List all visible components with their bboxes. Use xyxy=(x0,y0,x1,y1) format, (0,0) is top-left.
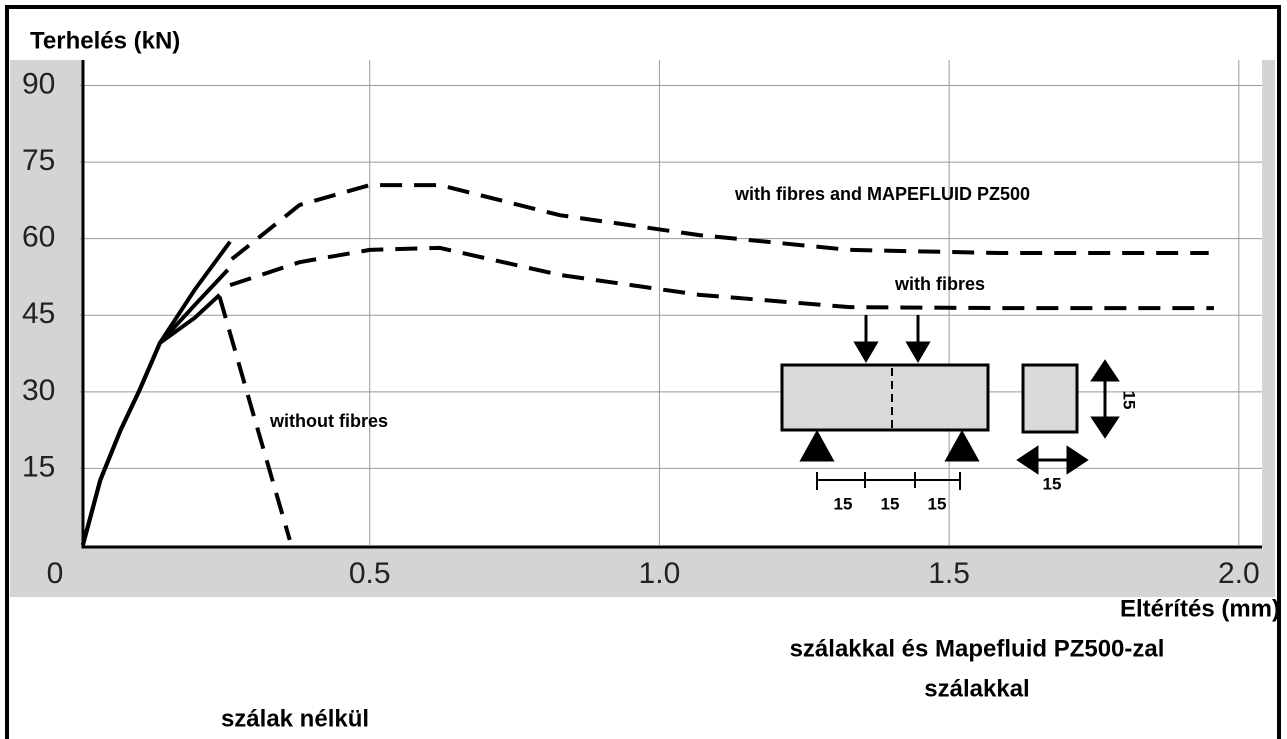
inset-diagram xyxy=(780,315,1120,490)
inset-label: 15 xyxy=(1120,391,1139,410)
chart-title: Terhelés (kN) xyxy=(30,27,180,54)
dashed-line xyxy=(217,296,292,541)
solid-line xyxy=(80,293,221,546)
support xyxy=(944,429,980,462)
right-band xyxy=(1262,60,1275,547)
x-tick-label: 2.0 xyxy=(1218,557,1260,590)
x-axis-band xyxy=(10,547,1275,597)
note: szálak nélkül xyxy=(221,705,369,732)
solid-line xyxy=(80,240,232,546)
beam xyxy=(780,363,990,432)
x-tick-label: 0 xyxy=(47,557,64,590)
load-arrow-head xyxy=(905,341,931,363)
x-tick-label: 1.0 xyxy=(639,557,681,590)
dashed-line xyxy=(230,183,1209,261)
arrow-head xyxy=(1090,359,1120,382)
note: szálakkal xyxy=(924,675,1029,702)
frame xyxy=(5,5,1281,739)
y-axis-band xyxy=(10,60,83,547)
note: szálakkal és Mapefluid PZ500-zal xyxy=(790,635,1165,662)
plot: 15 30 45 60 75 90 0 0.5 1.0 1.5 2.0 with fibres and… xyxy=(22,60,1262,590)
y-tick-label: 60 xyxy=(22,221,55,254)
axes xyxy=(81,60,1262,549)
cross-section xyxy=(1021,363,1079,434)
y-tick-label: 90 xyxy=(22,67,55,100)
y-tick-label: 15 xyxy=(22,450,55,483)
inset-label: 15 xyxy=(928,494,947,513)
arrow-head xyxy=(1090,416,1120,439)
load-arrow-head xyxy=(853,341,879,363)
x-axis-label: Eltérítés (mm) xyxy=(1120,595,1280,622)
arrow-head xyxy=(1066,445,1089,475)
x-tick-label: 0.5 xyxy=(349,557,391,590)
support xyxy=(799,429,835,462)
series-label: with fibres and MAPEFLUID PZ500 xyxy=(734,184,1030,204)
solid-line xyxy=(80,268,230,546)
inset-label: 15 xyxy=(834,494,853,513)
dimension-line xyxy=(816,472,961,490)
series-label: without fibres xyxy=(269,411,388,431)
series-label: with fibres xyxy=(894,274,985,294)
arrow-head xyxy=(1016,445,1039,475)
x-tick-label: 1.5 xyxy=(928,557,970,590)
inset-label: 15 xyxy=(1043,474,1062,493)
inset-label: 15 xyxy=(881,494,900,513)
y-tick-label: 45 xyxy=(22,297,55,330)
y-tick-label: 75 xyxy=(22,144,55,177)
y-tick-label: 30 xyxy=(22,374,55,407)
dashed-line xyxy=(229,245,1214,311)
